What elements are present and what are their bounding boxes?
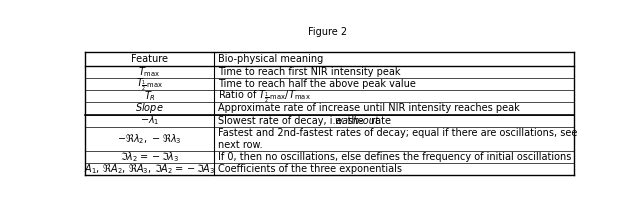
Text: If 0, then no oscillations, else defines the frequency of initial oscillations: If 0, then no oscillations, else defines… [218,152,572,162]
Text: $\mathit{Slope}$: $\mathit{Slope}$ [136,101,164,115]
Text: Approximate rate of increase until NIR intensity reaches peak: Approximate rate of increase until NIR i… [218,103,520,113]
Text: Time to reach first NIR intensity peak: Time to reach first NIR intensity peak [218,67,401,77]
Text: $-\lambda_1$: $-\lambda_1$ [140,114,159,127]
Text: Coefficients of the three exponentials: Coefficients of the three exponentials [218,164,403,174]
Text: Ratio of $T_{\frac{1}{2}\,\mathrm{max}}/T_{\mathrm{max}}$: Ratio of $T_{\frac{1}{2}\,\mathrm{max}}/… [218,88,311,105]
Text: $\Im\lambda_2 = -\Im\lambda_3$: $\Im\lambda_2 = -\Im\lambda_3$ [120,150,179,164]
Text: Figure 2: Figure 2 [308,27,348,37]
Text: rate: rate [369,116,392,126]
Text: $T_R$: $T_R$ [144,90,156,103]
Text: $T_{\frac{1}{2}\,\mathrm{max}}$: $T_{\frac{1}{2}\,\mathrm{max}}$ [136,76,163,93]
Text: $-\Re\lambda_2,\,-\Re\lambda_3$: $-\Re\lambda_2,\,-\Re\lambda_3$ [117,132,182,146]
Text: Slowest rate of decay, i.e. the: Slowest rate of decay, i.e. the [218,116,367,126]
Text: wash-out: wash-out [334,116,378,126]
Text: Fastest and 2nd-fastest rates of decay; equal if there are oscillations, see: Fastest and 2nd-fastest rates of decay; … [218,128,578,138]
Text: $T_{\mathrm{max}}$: $T_{\mathrm{max}}$ [138,65,161,79]
Text: $A_1,\,\Re A_2,\,\Re A_3,\,\Im A_2 = -\Im A_3$: $A_1,\,\Re A_2,\,\Re A_3,\,\Im A_2 = -\I… [84,162,216,176]
Text: Time to reach half the above peak value: Time to reach half the above peak value [218,79,416,89]
Text: next row.: next row. [218,140,263,150]
Text: Feature: Feature [131,54,168,64]
Text: Bio-physical meaning: Bio-physical meaning [218,54,324,64]
